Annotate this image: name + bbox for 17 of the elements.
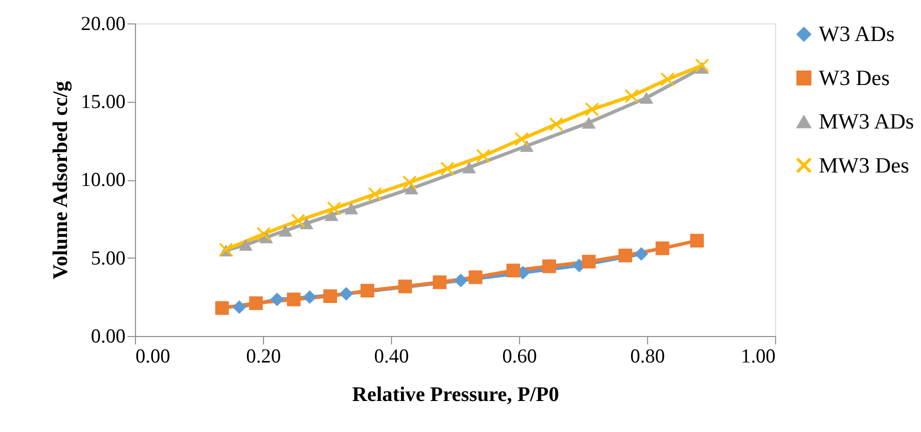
y-tick-label: 5.00 [90, 247, 126, 270]
x-tick-label: 0.60 [502, 345, 537, 368]
x-axis-title: Relative Pressure, P/P0 [352, 382, 559, 406]
y-tick-label: 15.00 [80, 90, 126, 113]
x-tick-label: 1.00 [740, 345, 776, 368]
y-tick-label: 20.00 [80, 12, 126, 35]
x-tick-label: 0.20 [246, 345, 281, 368]
y-tick-label: 0.00 [90, 325, 126, 348]
legend-label: W3 Des [818, 66, 890, 90]
x-tick-label: 0.80 [630, 345, 666, 368]
legend-label: MW3 ADs [818, 110, 914, 134]
x-tick-label: 0.40 [374, 345, 409, 368]
y-axis-title: Volume Adsorbed cc/g [48, 80, 72, 280]
y-tick-label: 10.00 [80, 169, 126, 192]
x-tick-label: 0.00 [135, 345, 170, 368]
legend-label: W3 ADs [818, 22, 895, 46]
legend-label: MW3 Des [818, 153, 910, 178]
